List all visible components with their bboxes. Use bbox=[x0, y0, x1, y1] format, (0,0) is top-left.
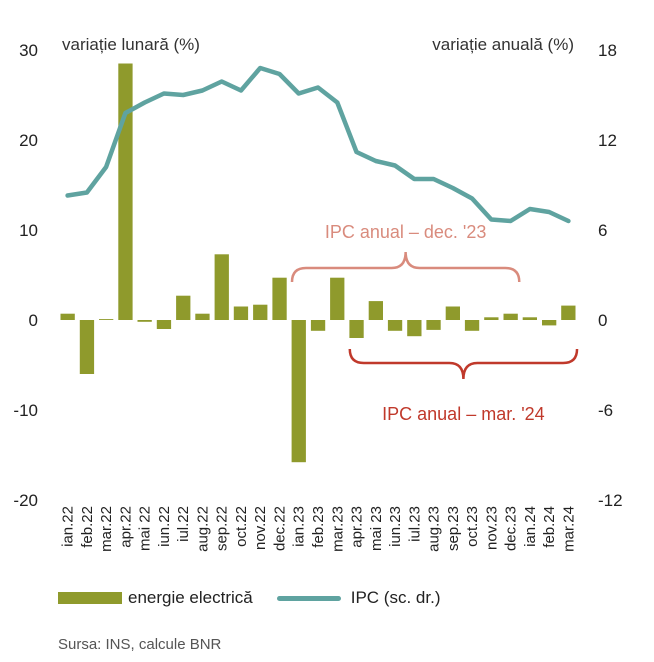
bar-apr-23 bbox=[349, 320, 364, 338]
annotation-label-1: IPC anual – dec. '23 bbox=[325, 222, 487, 242]
annotation-brace-2 bbox=[348, 348, 579, 380]
category-label: sep.22 bbox=[214, 506, 231, 551]
legend-bar-swatch bbox=[58, 592, 122, 604]
bar-oct-22 bbox=[233, 306, 249, 320]
category-label: iul.23 bbox=[406, 506, 423, 542]
category-label: oct.22 bbox=[233, 506, 250, 547]
category-label: feb.22 bbox=[79, 506, 96, 548]
bar-iul-23 bbox=[407, 320, 422, 337]
annotation-label-2: IPC anual – mar. '24 bbox=[382, 404, 545, 424]
category-label: iul.22 bbox=[175, 506, 192, 542]
category-label: iun.23 bbox=[387, 506, 404, 547]
legend-bar-label: energie electrică bbox=[128, 588, 253, 607]
bar-dec-22 bbox=[272, 277, 287, 320]
bar-mar-22 bbox=[99, 319, 114, 320]
category-label: feb.23 bbox=[310, 506, 327, 548]
bar-iul-22 bbox=[176, 295, 191, 320]
legend: energie electrică IPC (sc. dr.) bbox=[58, 588, 440, 608]
bar-ian-24 bbox=[522, 317, 537, 320]
left-tick-label: 30 bbox=[19, 41, 38, 60]
bar-feb-24 bbox=[542, 320, 557, 326]
bar-aug-23 bbox=[426, 320, 441, 330]
category-label: nov.22 bbox=[252, 506, 269, 550]
bar-feb-22 bbox=[79, 320, 95, 374]
bar-oct-23 bbox=[464, 320, 480, 331]
left-axis-title: variație lunară (%) bbox=[62, 35, 200, 54]
left-tick-label: -10 bbox=[13, 401, 38, 420]
category-label: apr.22 bbox=[117, 506, 134, 548]
left-tick-label: -20 bbox=[13, 491, 38, 510]
bar-nov-23 bbox=[484, 317, 499, 320]
category-label: iun.22 bbox=[156, 506, 173, 547]
category-label: aug.22 bbox=[194, 506, 211, 552]
left-tick-label: 10 bbox=[19, 221, 38, 240]
category-label: mar.23 bbox=[329, 506, 346, 552]
ipc-line bbox=[65, 65, 571, 224]
bar-sep-23 bbox=[445, 306, 460, 320]
category-label: feb.24 bbox=[541, 506, 558, 548]
source-note: Sursa: INS, calcule BNR bbox=[58, 636, 222, 653]
right-tick-label: -12 bbox=[598, 491, 623, 510]
bar-ian-23 bbox=[291, 320, 306, 463]
category-label: sep.23 bbox=[445, 506, 462, 551]
bar-iun-22 bbox=[156, 320, 172, 329]
left-tick-label: 20 bbox=[19, 131, 38, 150]
category-label: mai 22 bbox=[137, 506, 154, 551]
bar-mar-24 bbox=[561, 305, 576, 320]
annotation-brace-1 bbox=[290, 251, 521, 283]
chart-svg: variație lunară (%) variație anuală (%) 30… bbox=[13, 35, 623, 552]
bar-feb-23 bbox=[310, 320, 326, 331]
bar-apr-22 bbox=[118, 63, 133, 320]
bar-aug-22 bbox=[195, 313, 210, 320]
category-label: mar.24 bbox=[560, 506, 577, 552]
category-label: dec.23 bbox=[503, 506, 520, 551]
right-tick-label: 12 bbox=[598, 131, 617, 150]
right-tick-label: 0 bbox=[598, 311, 607, 330]
right-tick-label: 18 bbox=[598, 41, 617, 60]
bar-mar-23 bbox=[330, 277, 345, 320]
category-label: mai 23 bbox=[368, 506, 385, 551]
bar-mai-23 bbox=[368, 301, 383, 320]
left-tick-label: 0 bbox=[29, 311, 38, 330]
category-label: oct.23 bbox=[464, 506, 481, 547]
category-label: apr.23 bbox=[349, 506, 366, 548]
bar-dec-23 bbox=[503, 313, 518, 320]
right-axis-title: variație anuală (%) bbox=[432, 35, 574, 54]
category-label: ian.23 bbox=[291, 506, 308, 547]
legend-line-swatch bbox=[276, 595, 341, 601]
legend-line-label: IPC (sc. dr.) bbox=[350, 588, 441, 607]
bar-sep-22 bbox=[214, 254, 229, 320]
right-tick-label: -6 bbox=[598, 401, 613, 420]
right-tick-label: 6 bbox=[598, 221, 607, 240]
bar-nov-22 bbox=[253, 304, 268, 320]
bar-ian-22 bbox=[60, 313, 75, 320]
category-label: ian.24 bbox=[522, 506, 539, 547]
category-label: ian.22 bbox=[60, 506, 77, 547]
category-label: aug.23 bbox=[426, 506, 443, 552]
bar-iun-23 bbox=[387, 320, 403, 331]
category-label: dec.22 bbox=[271, 506, 288, 551]
bar-mai-22 bbox=[137, 320, 152, 322]
category-label: nov.23 bbox=[483, 506, 500, 550]
category-label: mar.22 bbox=[98, 506, 115, 552]
